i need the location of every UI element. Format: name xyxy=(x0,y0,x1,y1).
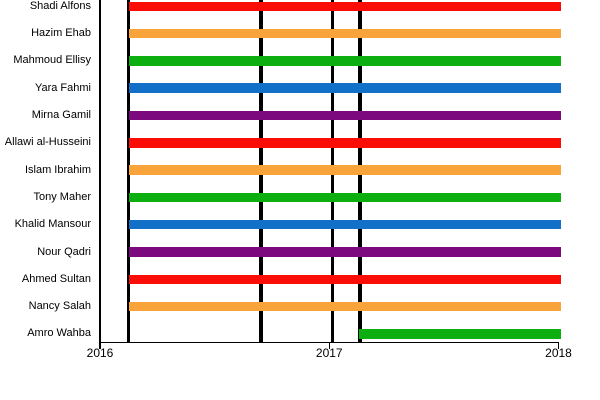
timeline-bar xyxy=(128,301,562,312)
x-axis-tick-label: 2016 xyxy=(86,346,114,361)
x-axis-line xyxy=(99,341,560,343)
x-axis-tick xyxy=(328,342,330,349)
row-label: Shadi Alfons xyxy=(29,0,91,12)
timeline-bar xyxy=(128,1,562,12)
timeline-bar xyxy=(128,165,562,175)
timeline-bar xyxy=(128,274,562,285)
x-axis-tick xyxy=(99,342,101,349)
x-axis-tick-label: 2017 xyxy=(315,346,343,361)
row-label: Mirna Gamil xyxy=(31,109,91,121)
event-line xyxy=(126,0,131,343)
row-label: Yara Fahmi xyxy=(34,81,91,94)
timeline-bar xyxy=(128,56,562,66)
timeline-bar xyxy=(128,83,562,93)
y-axis-spine xyxy=(99,0,101,343)
x-axis-tick xyxy=(557,342,560,349)
row-label: Islam Ibrahim xyxy=(24,163,91,176)
row-label: Nour Qadri xyxy=(37,245,91,258)
timeline-bar xyxy=(128,110,562,121)
row-label: Nancy Salah xyxy=(28,300,91,313)
timeline-bar xyxy=(128,138,562,148)
row-label: Khalid Mansour xyxy=(14,218,91,231)
timeline-bar xyxy=(128,28,562,39)
row-label: Hazim Ehab xyxy=(31,27,91,40)
timeline-bar xyxy=(359,329,562,339)
row-label: Tony Maher xyxy=(33,190,91,203)
timeline-bar xyxy=(128,219,562,230)
row-label: Ahmed Sultan xyxy=(21,272,91,285)
row-label: Allawi al-Husseini xyxy=(4,136,91,149)
row-label: Mahmoud Ellisy xyxy=(13,54,91,67)
timeline-bar xyxy=(128,192,562,203)
timeline-bar xyxy=(128,247,562,257)
row-label: Amro Wahba xyxy=(27,327,91,340)
x-axis-tick-label: 2018 xyxy=(545,346,572,361)
